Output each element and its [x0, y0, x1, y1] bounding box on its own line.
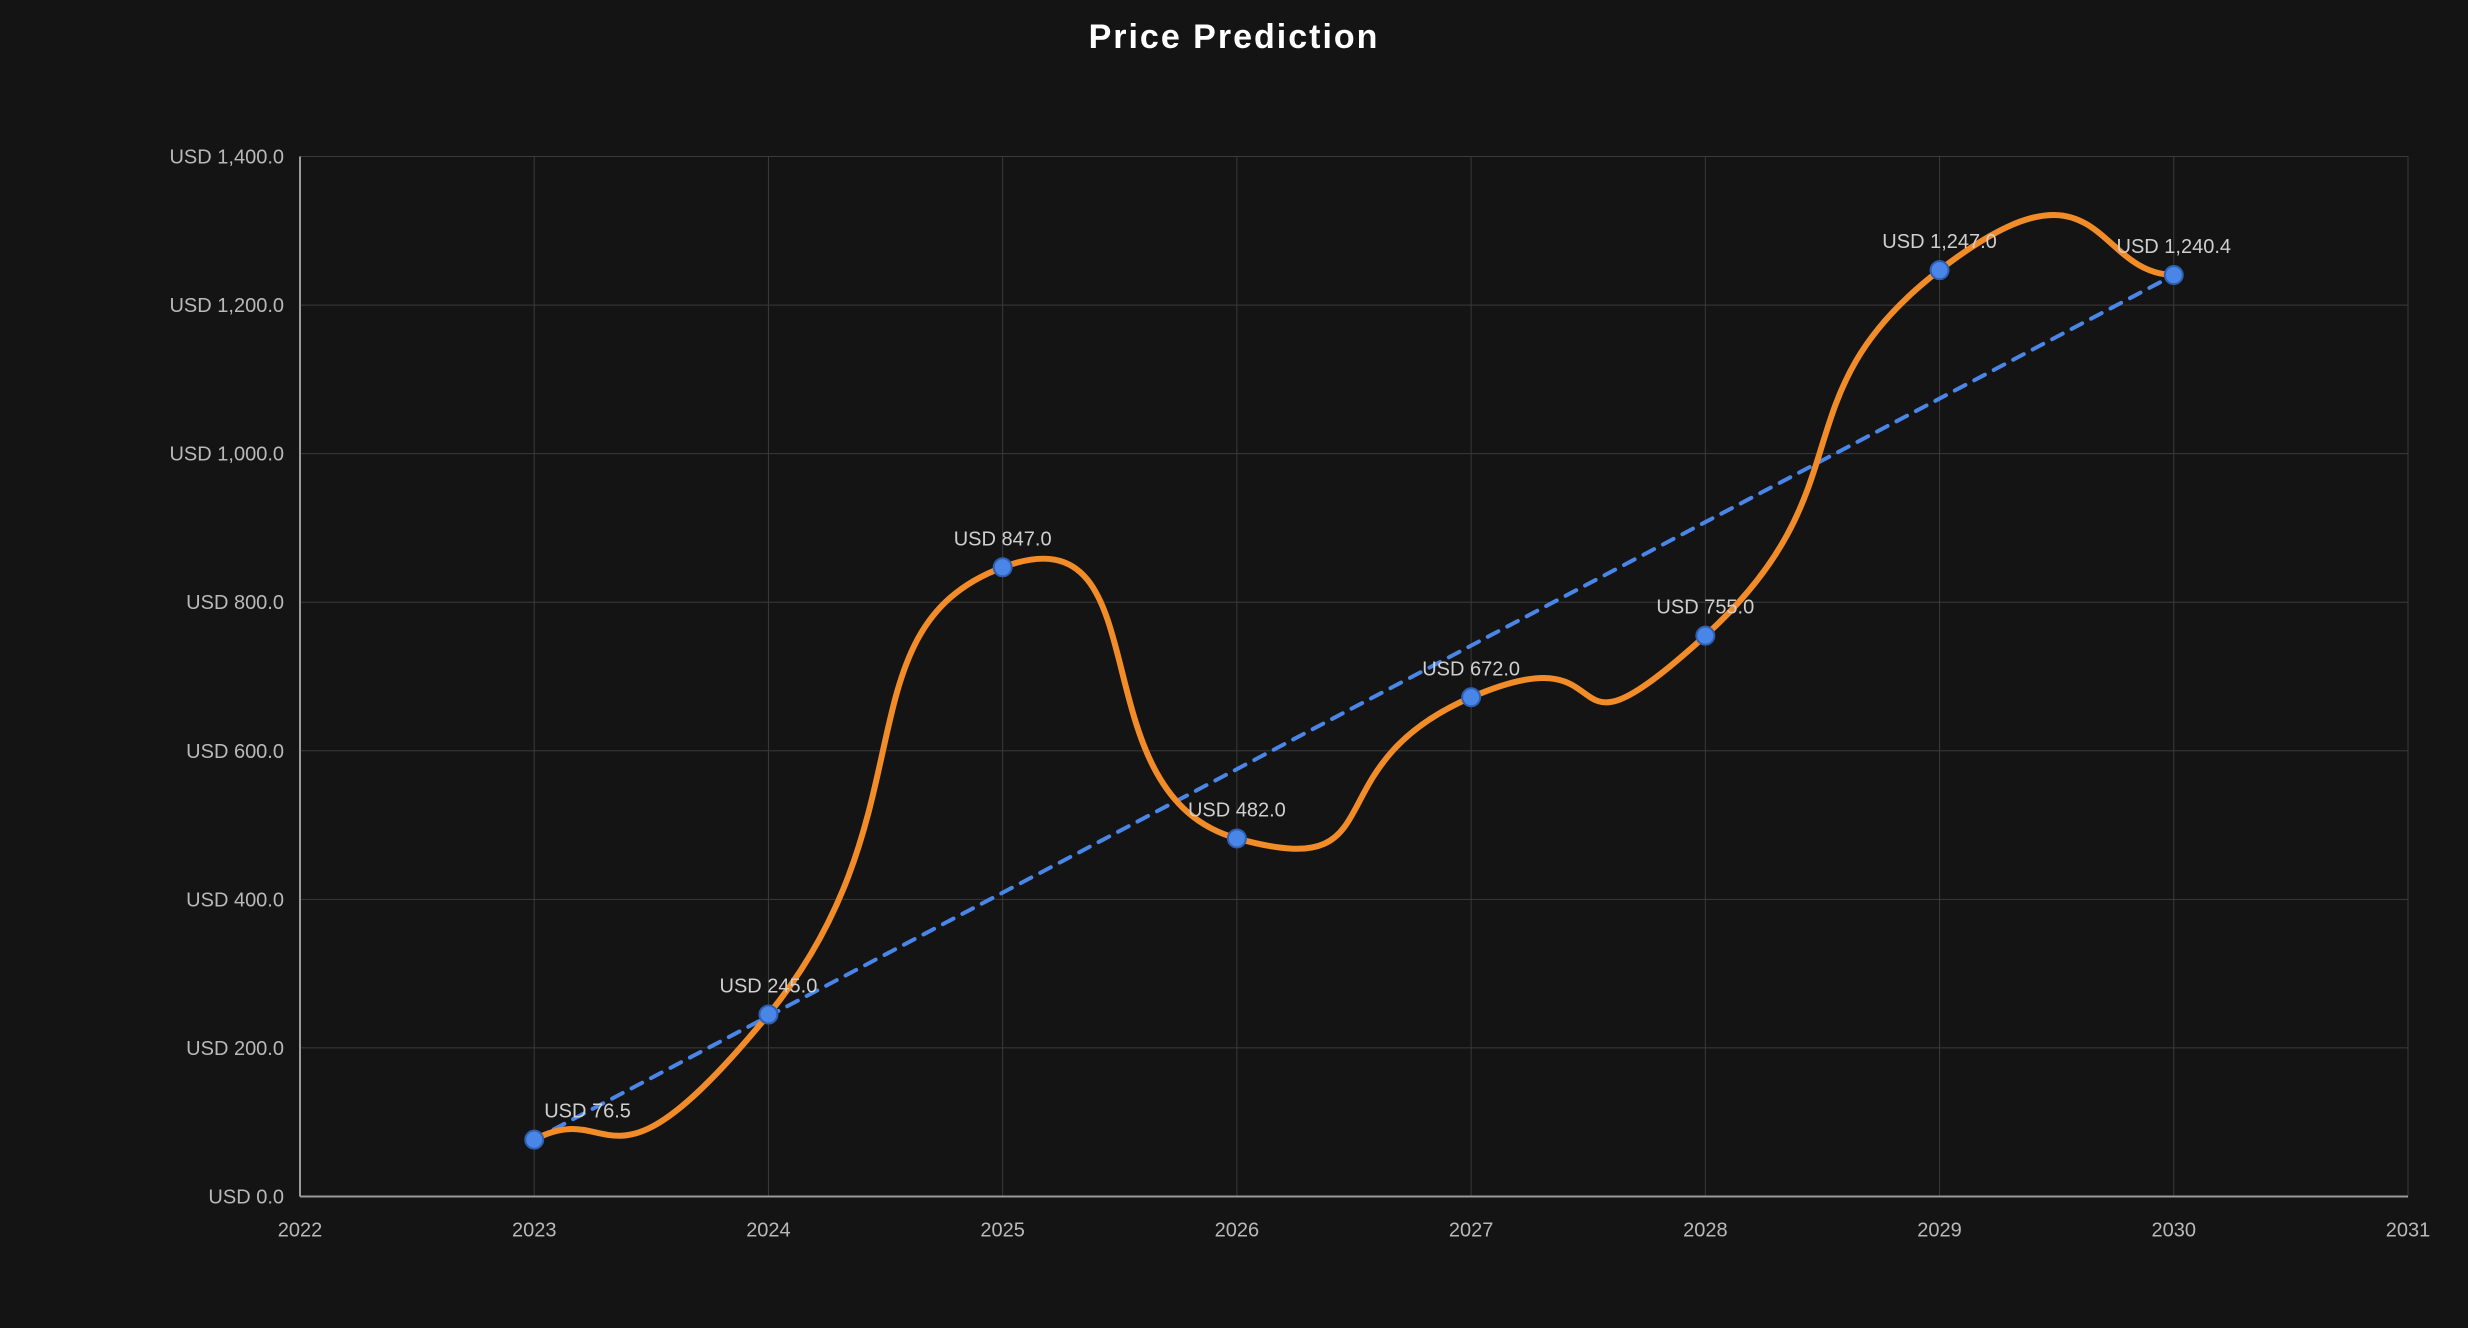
chart-title: Price Prediction	[0, 18, 2468, 57]
y-tick-label: USD 1,400.0	[169, 147, 284, 169]
y-tick-label: USD 800.0	[186, 592, 284, 614]
x-tick-label: 2023	[512, 1220, 557, 1242]
plot-background	[300, 157, 2408, 1197]
x-tick-label: 2026	[1215, 1220, 1260, 1242]
data-point-marker	[1462, 688, 1480, 706]
y-tick-label: USD 400.0	[186, 889, 284, 911]
y-tick-label: USD 0.0	[208, 1187, 284, 1209]
x-tick-label: 2024	[746, 1220, 791, 1242]
data-point-marker	[1931, 261, 1949, 279]
x-tick-label: 2028	[1683, 1220, 1728, 1242]
data-point-label: USD 1,247.0	[1882, 231, 1997, 253]
data-point-label: USD 76.5	[544, 1101, 631, 1123]
data-point-label: USD 1,240.4	[2117, 236, 2232, 258]
x-tick-label: 2029	[1917, 1220, 1962, 1242]
data-point-marker	[1228, 829, 1246, 847]
data-point-marker	[525, 1131, 543, 1149]
y-tick-label: USD 200.0	[186, 1038, 284, 1060]
chart-plot-area: USD 0.0 USD 200.0 USD 400.0 USD 600.0 USD 80…	[0, 65, 2468, 1328]
x-tick-label: 2022	[278, 1220, 323, 1242]
data-point-label: USD 482.0	[1188, 799, 1286, 821]
data-point-label: USD 847.0	[954, 528, 1052, 550]
data-point-marker	[759, 1006, 777, 1024]
x-tick-label: 2030	[2152, 1220, 2197, 1242]
x-tick-label: 2027	[1449, 1220, 1494, 1242]
y-tick-label: USD 600.0	[186, 741, 284, 763]
price-prediction-chart: Price Prediction USD 0.0 USD 200.0 USD 400…	[0, 0, 2468, 1328]
x-tick-label: 2031	[2386, 1220, 2431, 1242]
y-tick-label: USD 1,000.0	[169, 444, 284, 466]
data-point-label: USD 245.0	[720, 976, 818, 998]
data-point-marker	[2165, 266, 2183, 284]
data-point-label: USD 672.0	[1422, 658, 1520, 680]
data-point-marker	[994, 558, 1012, 576]
x-tick-label: 2025	[980, 1220, 1025, 1242]
data-point-marker	[1696, 627, 1714, 645]
chart-svg: USD 0.0 USD 200.0 USD 400.0 USD 600.0 USD 80…	[0, 65, 2468, 1328]
y-tick-label: USD 1,200.0	[169, 295, 284, 317]
data-point-label: USD 755.0	[1656, 597, 1754, 619]
